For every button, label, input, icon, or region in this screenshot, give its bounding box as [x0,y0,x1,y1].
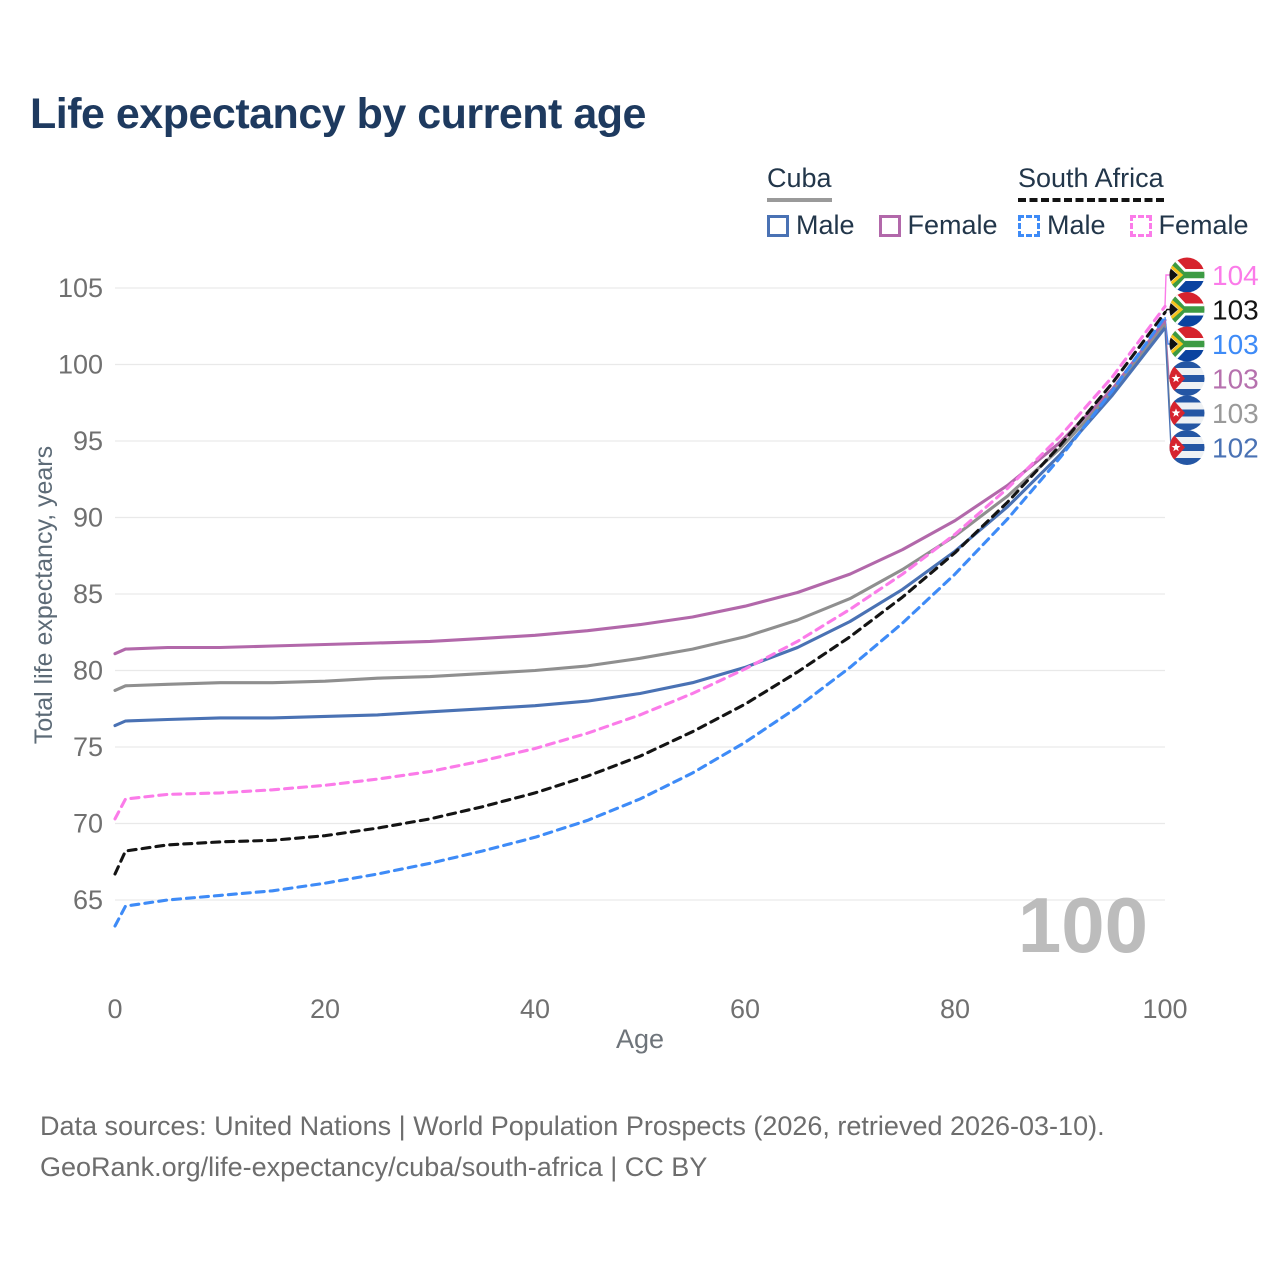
footer: Data sources: United Nations | World Pop… [40,1106,1160,1188]
south-africa-female-swatch-icon [1129,214,1152,237]
x-tick-label: 80 [940,994,970,1024]
y-tick-label: 105 [58,273,103,303]
y-tick-label: 90 [73,503,103,533]
y-tick-label: 70 [73,809,103,839]
legend: Cuba Male Female South Africa Male Femal… [0,163,1280,243]
legend-item-label: Male [1047,210,1106,240]
y-tick-label: 85 [73,579,103,609]
x-tick-label: 60 [730,994,760,1024]
legend-item-south-africa-male[interactable]: Male [1018,210,1106,241]
legend-item-label: Male [796,210,855,240]
series-line-sa-male [113,315,1167,928]
y-tick-label: 100 [58,350,103,380]
south-africa-flag-icon [1169,292,1205,327]
end-value-label: 103 [1212,398,1259,429]
cuba-flag-icon [1169,361,1205,396]
y-tick-label: 65 [73,885,103,915]
x-tick-label: 40 [520,994,550,1024]
south-africa-male-swatch-icon [1018,214,1040,237]
series-line-sa-both [113,310,1167,876]
end-label-connector [1164,308,1170,313]
footer-attribution: GeoRank.org/life-expectancy/cuba/south-a… [40,1152,708,1183]
y-tick-label: 80 [73,656,103,686]
page-title: Life expectancy by current age [30,90,646,138]
legend-group-south-africa: South Africa Male Female [1018,163,1249,241]
y-tick-label: 75 [73,732,103,762]
legend-item-label: Female [1158,210,1249,240]
south-africa-flag-icon [1169,257,1205,293]
legend-group-cuba: Cuba Male Female [767,163,998,241]
end-value-label: 102 [1212,433,1259,464]
end-value-label: 103 [1212,364,1259,395]
end-value-label: 104 [1212,260,1259,291]
cuba-flag-icon [1169,395,1205,431]
x-tick-label: 20 [310,994,340,1024]
legend-item-cuba-male[interactable]: Male [767,210,855,241]
age-watermark: 100 [1018,881,1148,969]
footer-data-sources: Data sources: United Nations | World Pop… [40,1111,1105,1141]
cuba-female-swatch-icon [878,214,901,237]
series-line-cuba-male [113,326,1167,728]
legend-cuba-header[interactable]: Cuba [767,163,832,202]
legend-item-cuba-female[interactable]: Female [878,210,998,241]
cuba-flag-icon [1169,430,1205,465]
series-line-cuba-female [113,318,1167,656]
y-tick-label: 95 [73,426,103,456]
x-axis-title: Age [615,1024,665,1054]
south-africa-flag-icon [1169,326,1205,362]
y-axis-title: Total life expectancy, years [30,445,58,745]
series-line-sa-female [113,304,1167,821]
x-tick-label: 0 [107,994,122,1024]
legend-item-label: Female [907,210,998,240]
legend-item-south-africa-female[interactable]: Female [1129,210,1249,241]
series-line-cuba-both [113,323,1167,692]
legend-south-africa-header[interactable]: South Africa [1018,163,1164,202]
end-value-label: 103 [1212,329,1259,360]
end-value-label: 103 [1212,295,1259,326]
x-tick-label: 100 [1142,994,1187,1024]
cuba-male-swatch-icon [767,214,789,237]
end-label-connector [1164,274,1170,307]
